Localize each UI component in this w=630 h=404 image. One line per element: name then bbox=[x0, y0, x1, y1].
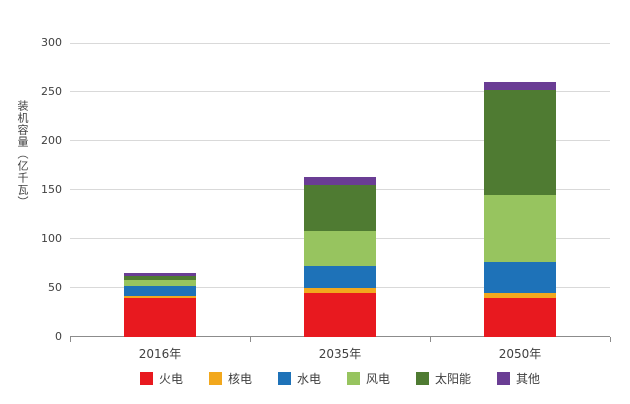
bar-segment bbox=[484, 90, 556, 195]
bar-segment bbox=[484, 297, 556, 337]
bar-segment bbox=[124, 297, 196, 337]
y-tick-label: 50 bbox=[48, 281, 62, 294]
legend-swatch bbox=[347, 372, 360, 385]
bar-segment bbox=[304, 185, 376, 232]
y-tick-label: 300 bbox=[41, 36, 62, 49]
bar-segment bbox=[304, 231, 376, 267]
legend-label: 太阳能 bbox=[435, 372, 472, 386]
bar-segment bbox=[304, 288, 376, 293]
legend-item: 核电 bbox=[208, 370, 252, 387]
bar-segment bbox=[484, 194, 556, 262]
legend-label: 水电 bbox=[296, 372, 321, 386]
legend-label: 核电 bbox=[227, 372, 252, 386]
bar-segment bbox=[484, 292, 556, 298]
legend-item: 其他 bbox=[497, 370, 540, 387]
legend-item: 水电 bbox=[277, 370, 321, 387]
legend-label: 风电 bbox=[366, 372, 391, 386]
legend-swatch bbox=[277, 372, 291, 385]
x-axis-tick bbox=[250, 337, 251, 342]
y-axis-title: 装机容量（亿千瓦） bbox=[16, 100, 29, 208]
bar-segment bbox=[124, 286, 196, 296]
bar-segment bbox=[304, 177, 376, 186]
x-category-label: 2050年 bbox=[498, 347, 542, 361]
y-tick-label: 150 bbox=[41, 183, 62, 196]
x-axis-tick bbox=[610, 337, 611, 342]
legend-swatch bbox=[497, 372, 511, 385]
legend-swatch bbox=[208, 372, 222, 385]
legend-label: 火电 bbox=[158, 372, 183, 386]
plot-area: 0 50 100 150 200 250 300 2016年 2035年 2050年 bbox=[41, 36, 611, 361]
x-category-label: 2035年 bbox=[318, 347, 362, 361]
y-tick-label: 0 bbox=[55, 330, 62, 343]
legend-item: 风电 bbox=[347, 370, 390, 387]
legend-item: 火电 bbox=[139, 370, 183, 387]
legend-label: 其他 bbox=[516, 372, 541, 386]
bar-segment bbox=[124, 280, 196, 286]
legend-swatch bbox=[416, 372, 430, 385]
x-axis-tick bbox=[70, 337, 71, 342]
bar-segment bbox=[124, 273, 196, 277]
x-category-label: 2016年 bbox=[138, 347, 182, 361]
bar-segment bbox=[484, 82, 556, 90]
legend: 火电 核电 水电 风电 太阳能 其他 bbox=[70, 370, 610, 387]
bar-segment bbox=[124, 295, 196, 298]
y-tick-label: 250 bbox=[41, 85, 62, 98]
gridline bbox=[70, 140, 610, 141]
x-axis-tick bbox=[430, 337, 431, 342]
y-tick-label: 200 bbox=[41, 134, 62, 147]
gridline bbox=[70, 91, 610, 92]
legend-swatch bbox=[139, 372, 153, 385]
y-tick-label: 100 bbox=[41, 232, 62, 245]
bar-segment bbox=[124, 276, 196, 281]
bar-segment bbox=[304, 292, 376, 337]
bar-segment bbox=[484, 261, 556, 293]
gridline bbox=[70, 43, 610, 44]
bar-segment bbox=[304, 266, 376, 288]
legend-item: 太阳能 bbox=[416, 370, 471, 387]
